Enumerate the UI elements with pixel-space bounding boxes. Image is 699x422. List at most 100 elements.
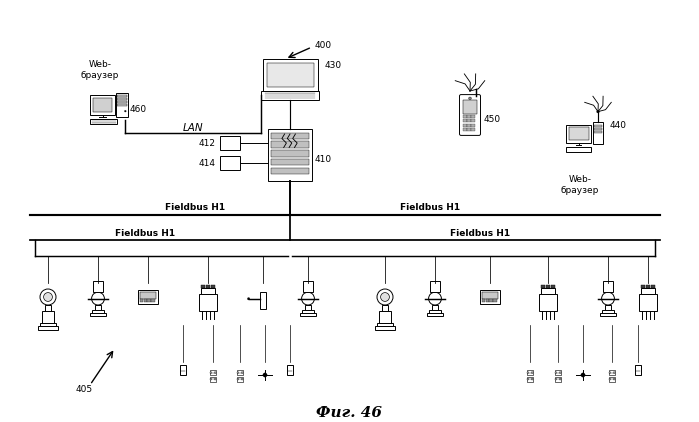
- Bar: [220, 136, 240, 150]
- Bar: [566, 124, 591, 143]
- Bar: [92, 310, 104, 313]
- Bar: [271, 150, 310, 157]
- Bar: [93, 281, 103, 292]
- Bar: [95, 305, 101, 310]
- Bar: [236, 370, 243, 375]
- Bar: [593, 131, 602, 133]
- Bar: [300, 313, 316, 316]
- Bar: [180, 365, 187, 375]
- FancyBboxPatch shape: [459, 95, 480, 135]
- Bar: [593, 122, 603, 144]
- Bar: [117, 104, 127, 106]
- Bar: [206, 285, 210, 287]
- Bar: [468, 128, 470, 131]
- Bar: [90, 313, 106, 316]
- Bar: [147, 299, 151, 302]
- Bar: [602, 310, 614, 313]
- Text: 414: 414: [199, 159, 216, 168]
- Bar: [468, 119, 470, 122]
- Bar: [201, 285, 205, 287]
- Bar: [551, 285, 555, 287]
- Bar: [486, 299, 489, 302]
- Text: Fieldbus H1: Fieldbus H1: [450, 228, 510, 238]
- Circle shape: [609, 379, 611, 380]
- Circle shape: [237, 372, 239, 373]
- Bar: [646, 285, 650, 287]
- Bar: [268, 129, 312, 181]
- Bar: [199, 294, 217, 311]
- Circle shape: [210, 379, 212, 380]
- Circle shape: [527, 372, 528, 373]
- Bar: [117, 98, 127, 100]
- Bar: [211, 285, 215, 287]
- Bar: [493, 299, 497, 302]
- Bar: [210, 370, 217, 375]
- Bar: [554, 376, 561, 382]
- Circle shape: [241, 379, 243, 380]
- Bar: [305, 305, 311, 310]
- Text: 410: 410: [315, 155, 332, 165]
- Circle shape: [559, 372, 561, 373]
- Circle shape: [247, 298, 250, 300]
- Bar: [138, 290, 159, 304]
- Circle shape: [613, 379, 615, 380]
- Text: Fieldbus H1: Fieldbus H1: [165, 203, 225, 213]
- Text: Фиг. 46: Фиг. 46: [316, 406, 382, 420]
- Circle shape: [581, 373, 585, 377]
- Bar: [380, 311, 391, 322]
- Circle shape: [377, 289, 393, 305]
- Bar: [463, 115, 467, 118]
- Circle shape: [301, 292, 315, 305]
- Bar: [116, 93, 129, 117]
- Bar: [569, 127, 589, 140]
- Bar: [382, 305, 388, 311]
- Bar: [603, 281, 613, 292]
- Bar: [468, 124, 470, 127]
- Bar: [605, 305, 611, 310]
- Text: 400: 400: [315, 41, 332, 49]
- Circle shape: [527, 379, 528, 380]
- Bar: [463, 124, 467, 127]
- Bar: [640, 294, 656, 311]
- Circle shape: [210, 372, 212, 373]
- Bar: [266, 63, 313, 87]
- Bar: [303, 281, 312, 292]
- Bar: [641, 285, 645, 287]
- Bar: [271, 133, 310, 139]
- Bar: [261, 91, 319, 100]
- Bar: [468, 115, 470, 118]
- Bar: [40, 322, 57, 326]
- Circle shape: [531, 379, 533, 380]
- Bar: [430, 281, 440, 292]
- Circle shape: [241, 372, 243, 373]
- Bar: [210, 376, 217, 382]
- Text: Fieldbus H1: Fieldbus H1: [115, 228, 175, 238]
- Bar: [554, 370, 561, 375]
- Bar: [480, 290, 500, 304]
- Circle shape: [559, 379, 561, 380]
- Circle shape: [215, 379, 216, 380]
- Bar: [471, 128, 475, 131]
- Bar: [90, 119, 117, 124]
- Bar: [38, 326, 58, 330]
- Bar: [546, 285, 550, 287]
- Bar: [609, 370, 615, 375]
- Bar: [263, 59, 317, 91]
- Bar: [140, 299, 143, 302]
- Circle shape: [468, 97, 471, 100]
- Bar: [566, 147, 591, 151]
- Circle shape: [124, 110, 127, 112]
- Bar: [471, 115, 475, 118]
- Text: Fieldbus H1: Fieldbus H1: [400, 203, 460, 213]
- Bar: [151, 299, 154, 302]
- Bar: [271, 141, 310, 148]
- Bar: [609, 376, 615, 382]
- Circle shape: [43, 292, 52, 301]
- Bar: [471, 119, 475, 122]
- Bar: [140, 292, 157, 299]
- Circle shape: [380, 292, 389, 301]
- Bar: [301, 310, 315, 313]
- Circle shape: [597, 110, 599, 113]
- Circle shape: [215, 372, 216, 373]
- Bar: [236, 376, 243, 382]
